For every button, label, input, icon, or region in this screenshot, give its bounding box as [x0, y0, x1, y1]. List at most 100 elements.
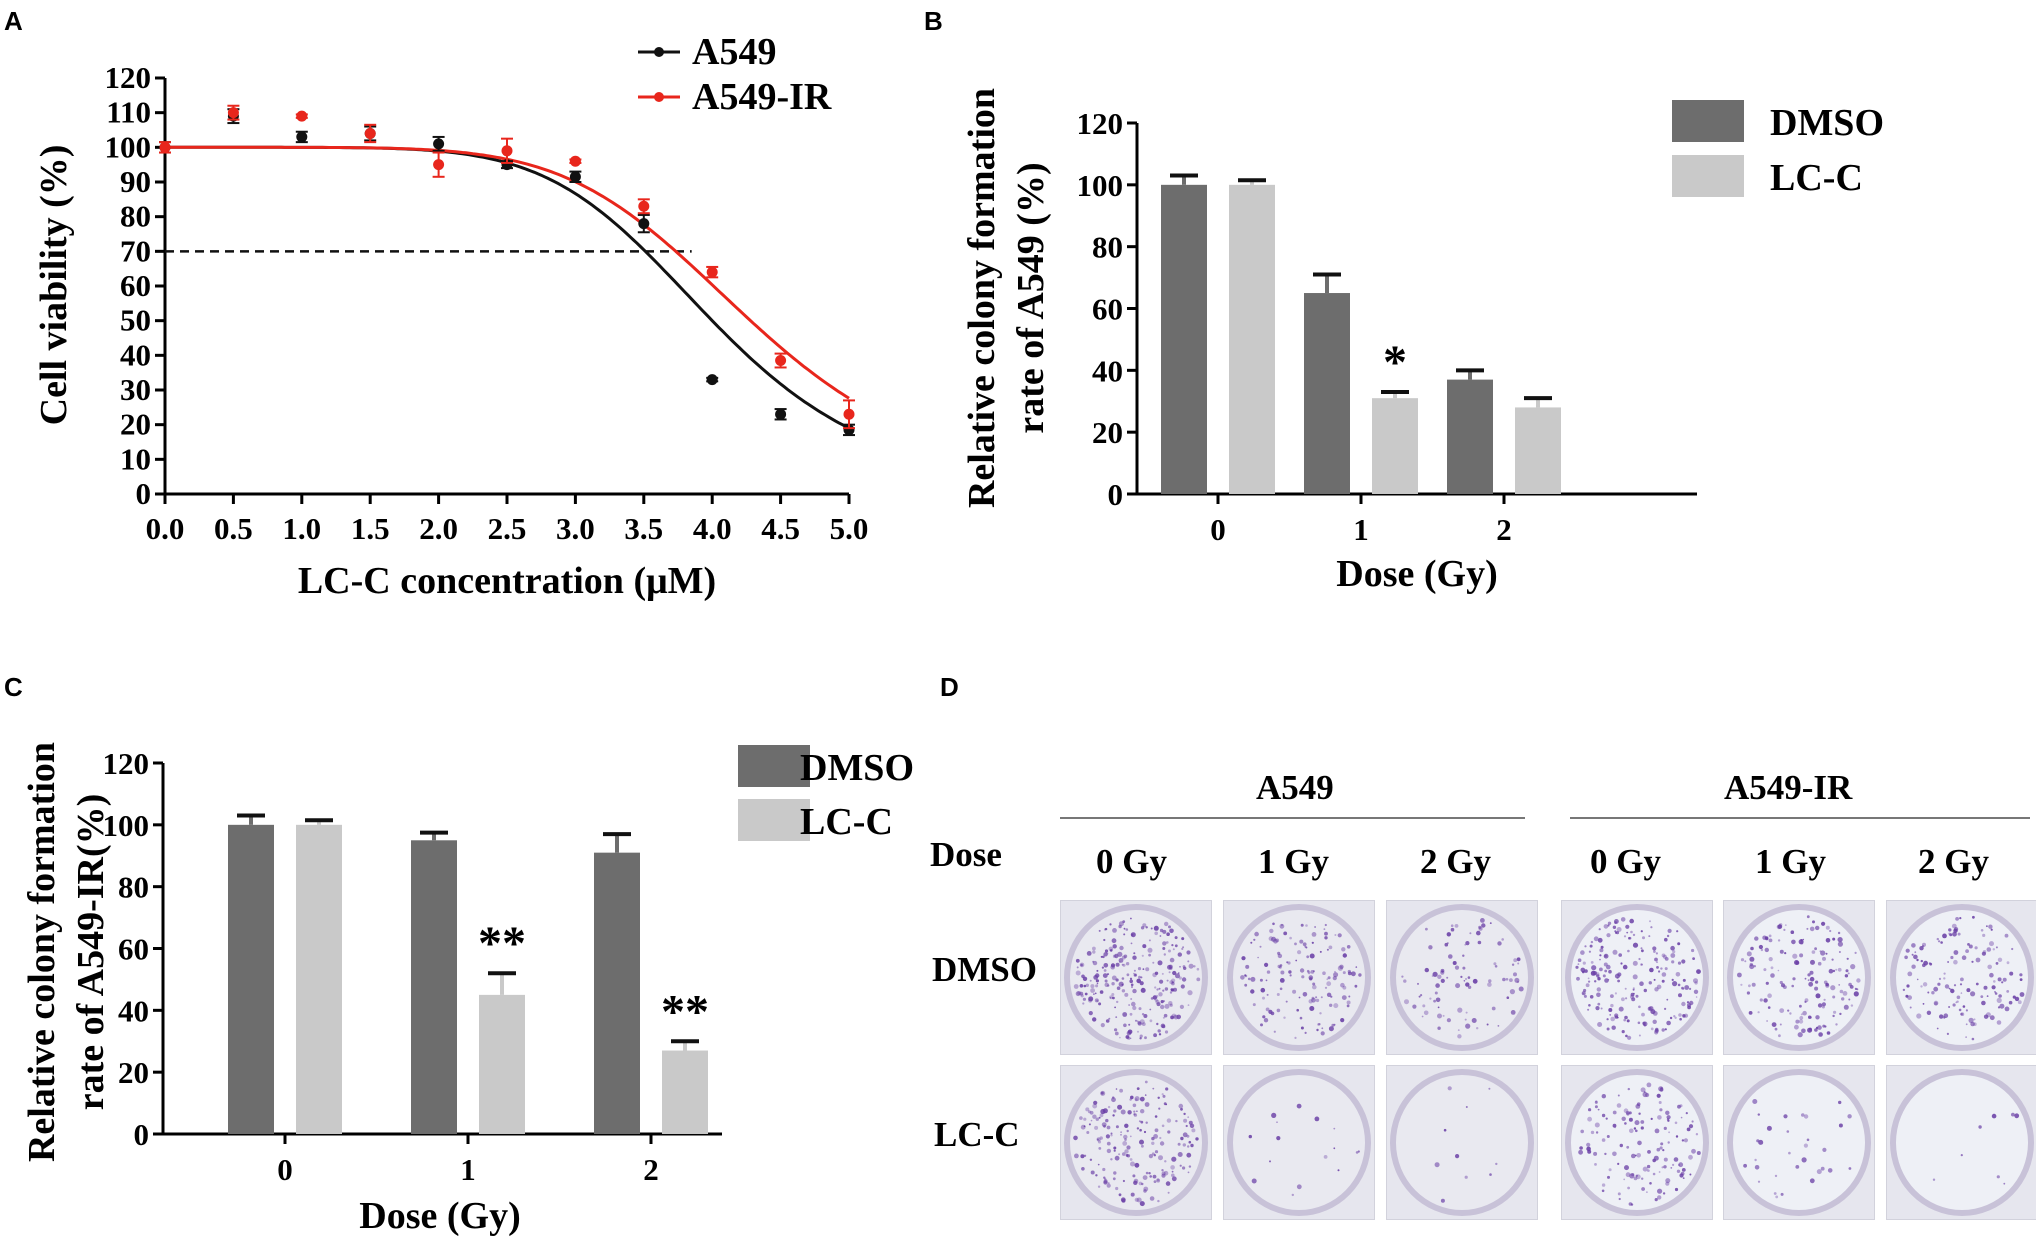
data-point-a549-ir: [706, 266, 718, 278]
y-tick-label-b: 20: [1092, 415, 1123, 450]
data-point-a549: [501, 159, 513, 171]
data-point-a549: [433, 138, 445, 150]
data-point-a549-ir: [569, 155, 581, 167]
y-tick-label-a: 20: [120, 407, 151, 442]
x-axis-title-b: Dose (Gy): [1336, 553, 1497, 595]
bar-lc-c-0: [296, 824, 342, 1134]
x-tick-label-b: 0: [1210, 512, 1226, 547]
legend-label-lcc-b: LC-C: [1770, 157, 1863, 199]
data-point-a549-ir: [843, 408, 855, 420]
bar-dmso-2: [594, 852, 640, 1134]
y-tick-label-a: 60: [120, 268, 151, 303]
y-tick-label-b: 60: [1092, 292, 1123, 327]
colony-dish-lc-c-3: [1386, 1065, 1538, 1220]
y-axis-title-b-line2: rate of A549 (%): [1010, 162, 1052, 433]
group-label-a549: A549: [1256, 768, 1334, 807]
legend-label-lcc-c: LC-C: [800, 801, 893, 843]
bar-lc-c-1: [1372, 398, 1418, 494]
x-tick-label-a: 1.0: [282, 511, 321, 546]
x-tick-label-a: 4.0: [693, 511, 732, 546]
data-point-a549-ir: [501, 145, 513, 157]
y-tick-label-a: 0: [136, 476, 152, 511]
x-tick-label-a: 0.5: [214, 511, 253, 546]
colony-dots: [1248, 1103, 1360, 1197]
panel-letter-c: C: [4, 672, 23, 702]
colony-dish-dmso-4: [1561, 900, 1713, 1055]
x-tick-label-b: 1: [1353, 512, 1369, 547]
data-point-a549: [775, 408, 787, 420]
y-tick-label-b: 100: [1077, 168, 1124, 203]
dose-row-label: Dose: [930, 835, 1002, 874]
y-tick-label-a: 50: [120, 303, 151, 338]
y-tick-label-a: 80: [120, 199, 151, 234]
y-tick-label-c: 100: [103, 808, 150, 843]
colony-dish-dmso-2: [1223, 900, 1375, 1055]
panel-letter-a: A: [4, 6, 23, 36]
dose-label-a549-2: 2 Gy: [1420, 842, 1491, 881]
x-axis-title-c: Dose (Gy): [359, 1195, 520, 1237]
data-point-a549-ir: [159, 141, 171, 153]
dose-label-a549-1: 1 Gy: [1258, 842, 1329, 881]
y-tick-label-a: 120: [105, 60, 152, 95]
panel-d-colony-images: A549 A549-IR Dose 0 Gy 1 Gy 2 Gy 0 Gy 1 …: [930, 740, 2036, 1235]
data-point-a549: [296, 131, 308, 143]
bar-dmso-0: [228, 824, 274, 1134]
colony-dots: [1902, 915, 2025, 1041]
y-tick-label-a: 70: [120, 233, 151, 268]
y-tick-label-c: 0: [134, 1117, 150, 1152]
fit-curve-a549: [165, 145, 850, 430]
bar-dmso-1: [1304, 293, 1350, 494]
colony-dish-lc-c-5: [1723, 1065, 1875, 1220]
y-tick-label-b: 40: [1092, 353, 1123, 388]
x-tick-label-b: 2: [1496, 512, 1512, 547]
group-rule-a549: [1060, 817, 1525, 819]
y-tick-label-c: 20: [118, 1055, 149, 1090]
group-label-a549-ir: A549-IR: [1724, 768, 1853, 807]
y-tick-label-a: 100: [105, 129, 152, 164]
colony-dots: [1434, 1086, 1498, 1203]
colony-dots: [1737, 915, 1861, 1038]
legend-marker-a549: [654, 47, 664, 57]
bar-lc-c-0: [1229, 184, 1275, 495]
y-tick-label-a: 40: [120, 337, 151, 372]
x-tick-label-a: 3.5: [624, 511, 663, 546]
legend-label-dmso-b: DMSO: [1770, 102, 1884, 144]
data-point-a549: [706, 374, 718, 386]
x-tick-label-a: 1.5: [351, 511, 390, 546]
y-tick-label-c: 120: [103, 746, 150, 781]
x-tick-label-a: 3.0: [556, 511, 595, 546]
dose-label-a549-ir-2: 2 Gy: [1918, 842, 1989, 881]
chart-b-colony-a549: 0 20 40 60 80 100 120 0 1 2 * DMSO LC-C Dose (Gy…: [961, 88, 1884, 595]
x-tick-label-a: 5.0: [830, 511, 869, 546]
y-tick-label-b: 0: [1108, 477, 1124, 512]
colony-dots: [1240, 922, 1362, 1039]
colony-dots: [1073, 917, 1201, 1040]
y-tick-label-a: 90: [120, 164, 151, 199]
colony-dots: [1575, 917, 1701, 1040]
y-tick-label-c: 80: [118, 870, 149, 905]
group-rule-a549-ir: [1570, 817, 2030, 819]
data-point-a549-ir: [227, 107, 239, 119]
bar-dmso-2: [1447, 379, 1493, 494]
data-point-a549: [569, 171, 581, 183]
legend-marker-a549-ir: [654, 92, 664, 102]
x-tick-label-c: 1: [460, 1152, 476, 1187]
colony-dots: [1401, 918, 1524, 1039]
x-axis-title-a: LC-C concentration (μM): [298, 560, 716, 602]
legend-label-a549-ir: A549-IR: [692, 76, 832, 118]
chart-c-colony-a549-ir: 0 20 40 60 80 100 120 0 1 2 ** ** DMSO LC-C Dose …: [21, 742, 914, 1237]
colony-dish-dmso-1: [1060, 900, 1212, 1055]
fit-curve-a549-ir: [165, 145, 850, 400]
x-tick-label-c: 2: [643, 1152, 659, 1187]
colony-dish-lc-c-1: [1060, 1065, 1212, 1220]
significance-mark-c: **: [478, 917, 526, 970]
data-point-a549-ir: [433, 159, 445, 171]
colony-dish-lc-c-2: [1223, 1065, 1375, 1220]
legend-label-dmso-c: DMSO: [800, 747, 914, 789]
legend-swatch-lcc-c: [738, 799, 810, 841]
y-tick-label-c: 40: [118, 993, 149, 1028]
legend-swatch-dmso-b: [1672, 100, 1744, 142]
colony-dish-lc-c-6: [1886, 1065, 2036, 1220]
colony-dish-dmso-5: [1723, 900, 1875, 1055]
